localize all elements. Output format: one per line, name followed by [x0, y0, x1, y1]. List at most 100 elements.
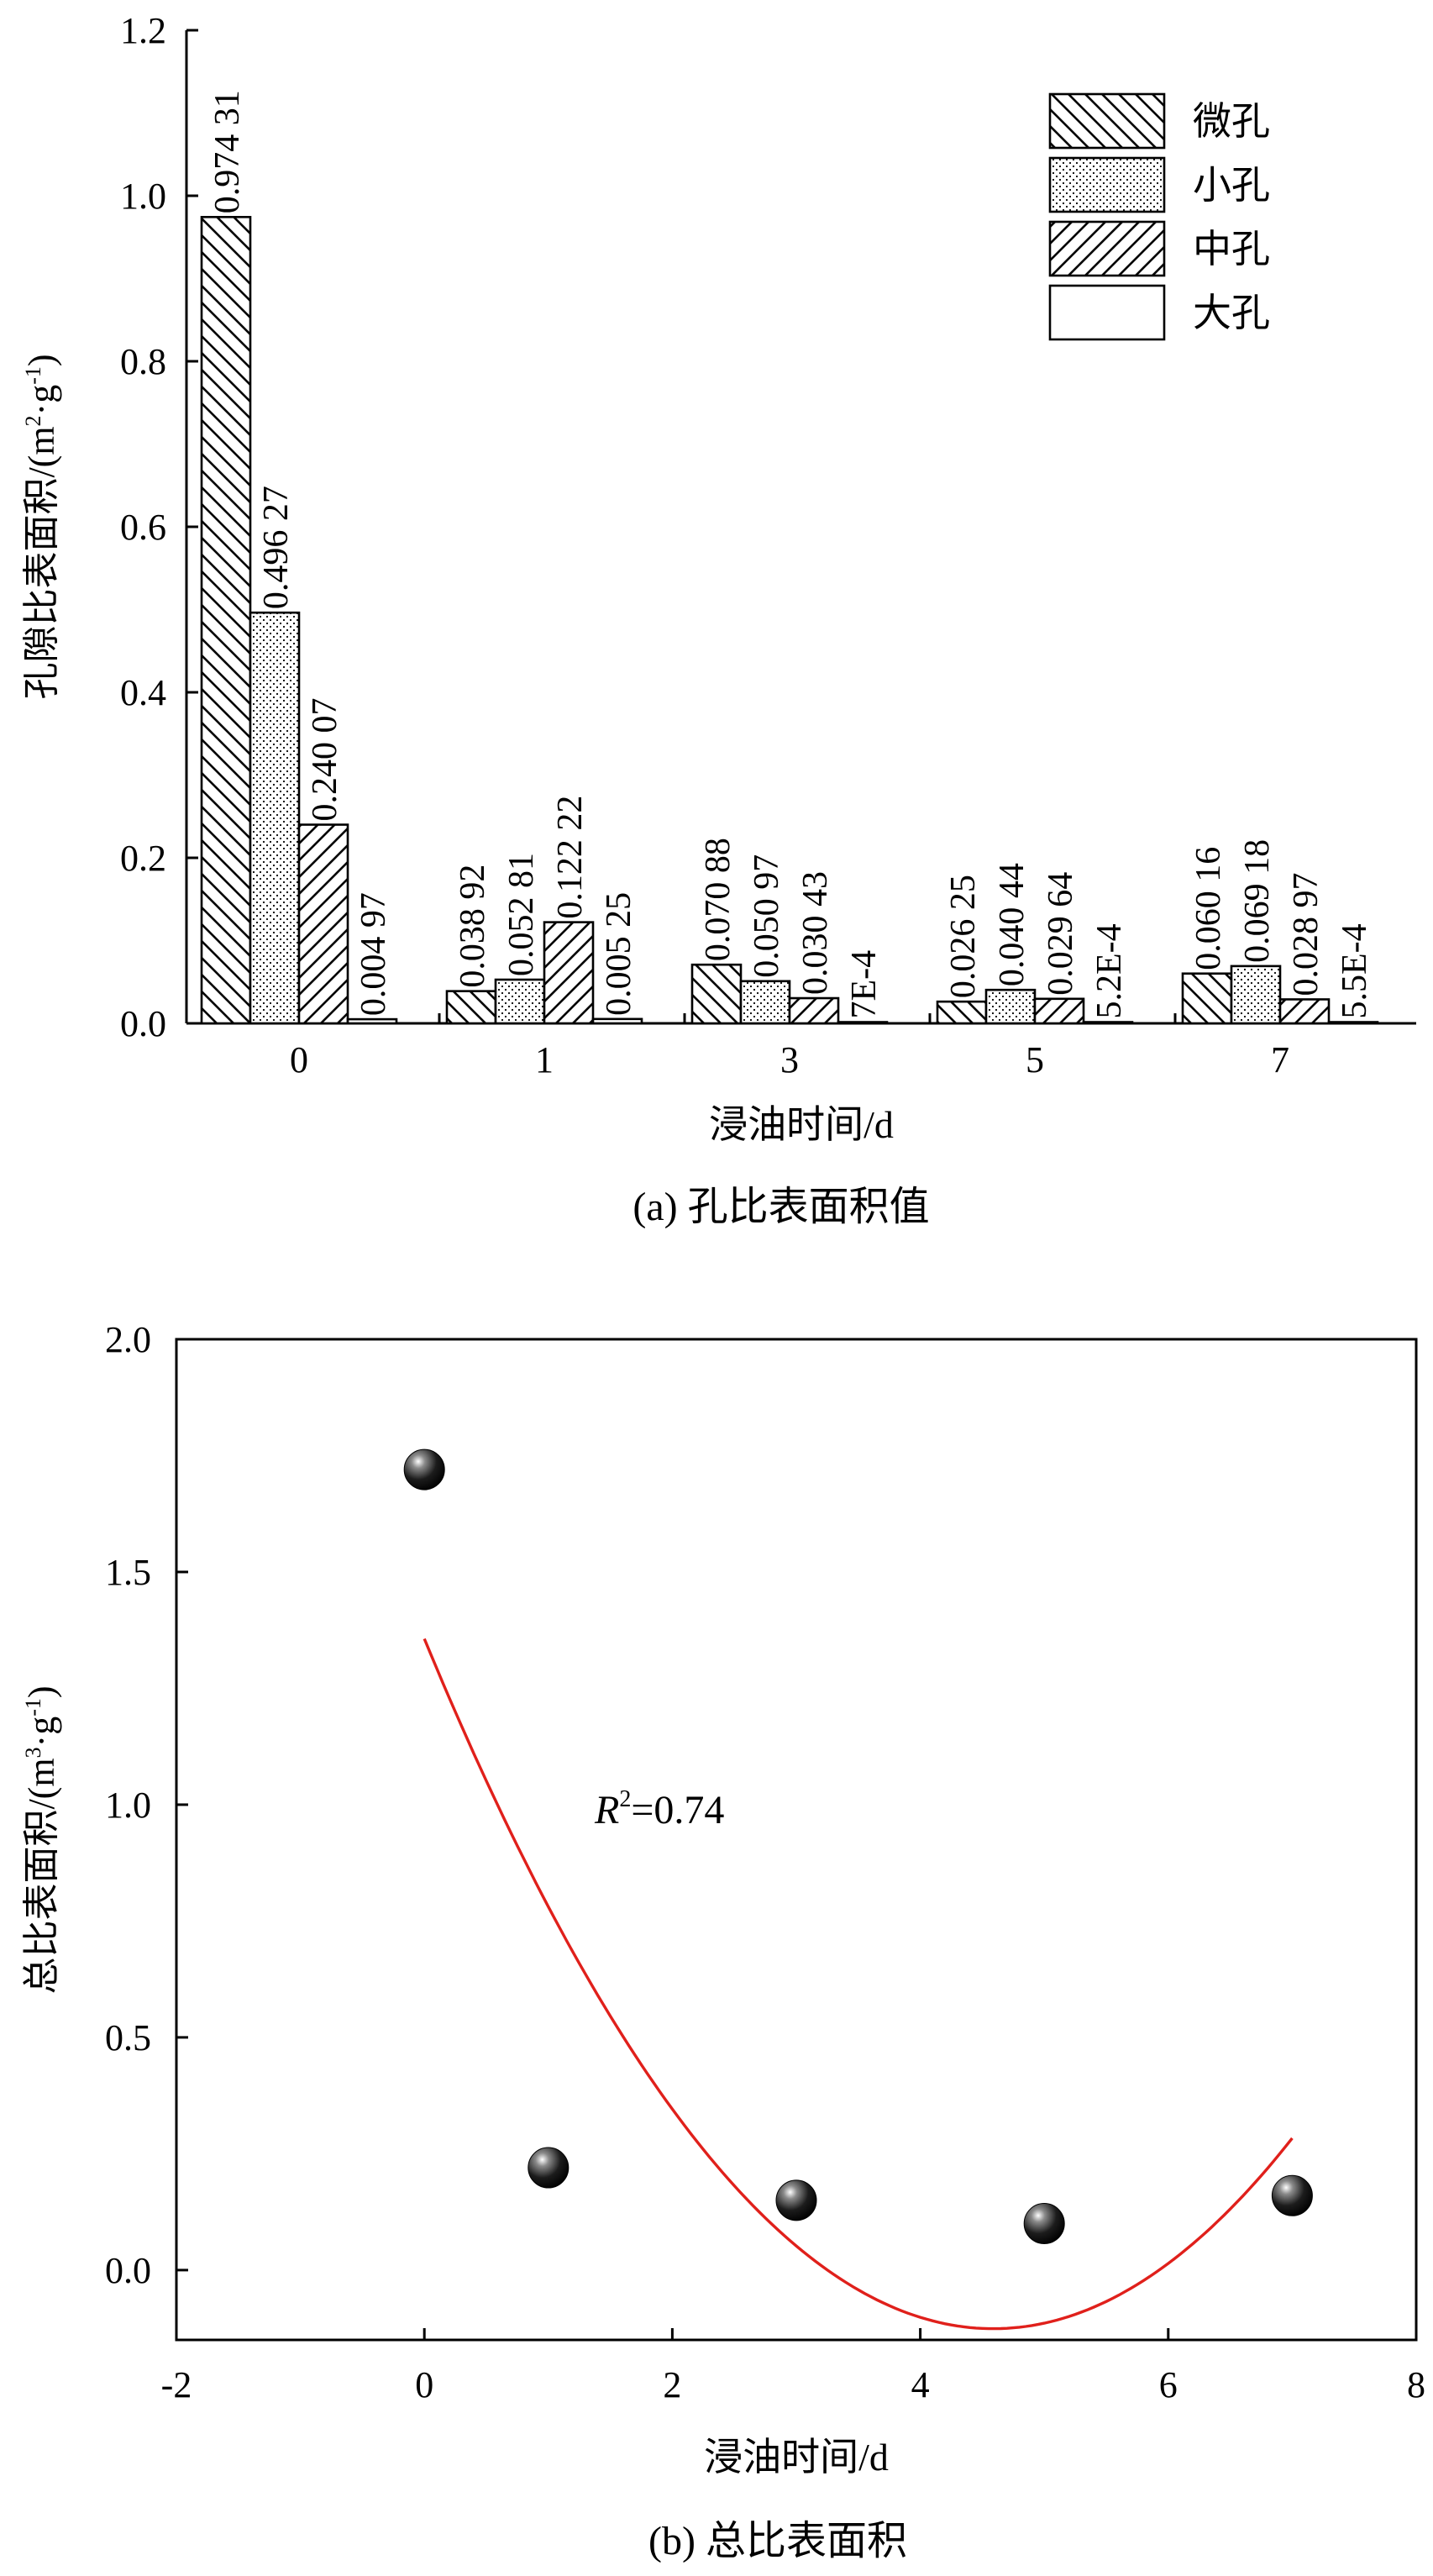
- chart-b-y-tick-label: 1.0: [105, 1785, 151, 1826]
- chart-a-bar-value-label: 0.038 92: [454, 865, 492, 988]
- chart-a-bar: [936, 1000, 988, 1025]
- chart-a-y-tick-label: 0.0: [120, 1003, 166, 1044]
- chart-a-legend-label: 微孔: [1193, 100, 1270, 143]
- chart-b-total-surface-area: 0.00.51.01.52.0 -2 0 2 4 6 8 R2=0.74 总比表面积/(m…: [21, 1319, 1425, 2563]
- chart-a-x-tick-label: 7: [1271, 1039, 1289, 1080]
- chart-a-pore-surface-area: 0.0 0.2 0.4 0.6 0.8 1.0 1.2 0 1 3 5 7 0.974 31 0.49…: [21, 10, 1416, 1229]
- chart-b-y-label-sup2: -1: [21, 1698, 45, 1716]
- chart-a-data-labels: 0.974 31 0.496 27 0.240 07 0.004 97 0.038 92…: [208, 90, 1374, 1018]
- chart-b-x-tick-label: 0: [415, 2364, 433, 2405]
- chart-b-r2-sup: 2: [619, 1786, 631, 1812]
- chart-a-y-label-main: 孔隙比表面积/(m: [21, 426, 62, 699]
- chart-b-y-tick-label: 0.5: [105, 2017, 151, 2058]
- chart-a-bar-value-label: 0.060 16: [1189, 847, 1228, 970]
- chart-b-x-tick-label: -2: [161, 2364, 192, 2405]
- chart-a-bar: [739, 980, 791, 1025]
- chart-a-bar: [1278, 998, 1331, 1025]
- chart-b-r2-value: =0.74: [631, 1788, 724, 1832]
- chart-a-y-label-sup1: 2: [21, 415, 45, 426]
- chart-a-bar-value-label: 0.026 25: [944, 875, 983, 998]
- chart-b-y-axis-label: 总比表面积/(m3·g-1): [21, 1685, 62, 1994]
- chart-b-y-label-sup1: 3: [21, 1747, 45, 1758]
- chart-a-y-tick-label: 1.2: [120, 10, 166, 51]
- chart-a-legend-label: 小孔: [1193, 164, 1270, 207]
- chart-a-bar-value-label: 0.050 97: [748, 854, 786, 978]
- chart-b-point: [775, 2179, 817, 2221]
- chart-a-bar-value-label: 5.5E-4: [1336, 923, 1374, 1018]
- chart-a-bar-value-label: 0.028 97: [1287, 872, 1325, 996]
- chart-a-y-ticks: 0.0 0.2 0.4 0.6 0.8 1.0 1.2: [120, 10, 198, 1044]
- chart-a-bar: [837, 1021, 889, 1025]
- chart-b-point: [403, 1448, 445, 1490]
- chart-a-bars: [200, 216, 1379, 1025]
- chart-a-x-tick-label: 0: [290, 1039, 308, 1080]
- chart-b-y-label-main: 总比表面积/(m: [21, 1758, 62, 1994]
- chart-b-x-tick-label: 6: [1159, 2364, 1178, 2405]
- chart-a-bar-value-label: 0.069 18: [1238, 839, 1277, 963]
- chart-a-bar-value-label: 0.496 27: [257, 486, 296, 609]
- chart-b-x-tick-label: 2: [663, 2364, 681, 2405]
- chart-a-legend-swatch: [1048, 92, 1166, 150]
- chart-b-x-ticks: -2 0 2 4 6 8: [161, 2328, 1425, 2405]
- chart-a-bar: [249, 611, 301, 1025]
- chart-b-x-tick-label: 8: [1407, 2364, 1425, 2405]
- chart-a-bar: [346, 1017, 398, 1025]
- chart-a-x-tick-label: 3: [780, 1039, 799, 1080]
- chart-a-x-axis-label: 浸油时间/d: [709, 1103, 894, 1146]
- chart-a-bar-value-label: 0.004 97: [354, 892, 393, 1016]
- chart-a-y-tick-label: 0.6: [120, 507, 166, 548]
- chart-a-bar: [788, 996, 840, 1025]
- chart-b-point: [1271, 2174, 1313, 2216]
- chart-b-points: [403, 1448, 1313, 2245]
- chart-a-x-tick-label: 5: [1026, 1039, 1044, 1080]
- chart-a-legend-swatch: [1048, 284, 1166, 341]
- chart-a-bar-value-label: 0.040 44: [993, 863, 1031, 986]
- chart-a-bar: [1327, 1021, 1379, 1025]
- chart-a-bar: [297, 823, 349, 1025]
- chart-a-y-tick-label: 1.0: [120, 176, 166, 217]
- chart-a-legend-label: 中孔: [1193, 228, 1270, 271]
- chart-a-y-axis-label: 孔隙比表面积/(m2·g-1): [21, 354, 62, 699]
- chart-b-r2-annotation: R2=0.74: [594, 1786, 724, 1832]
- chart-b-caption: (b) 总比表面积: [648, 2519, 907, 2563]
- chart-b-fit-curve: [423, 1638, 1294, 2331]
- chart-a-bar-value-label: 0.974 31: [208, 90, 247, 213]
- chart-a-bar-value-label: 0.052 81: [502, 853, 541, 976]
- chart-a-bar: [543, 921, 595, 1025]
- chart-a-bar: [1033, 997, 1085, 1025]
- chart-b-y-ticks: 0.0 0.5 1.0 1.5 2.0: [105, 1319, 188, 2291]
- chart-a-y-label-end: ): [21, 354, 62, 366]
- chart-a-bar-value-label: 7E-4: [845, 950, 884, 1019]
- chart-a-y-tick-label: 0.8: [120, 341, 166, 382]
- chart-b-r2-var: R: [594, 1788, 619, 1832]
- chart-b-point: [1023, 2203, 1065, 2245]
- chart-a-bar: [690, 963, 743, 1025]
- chart-a-legend-swatch: [1048, 156, 1166, 213]
- chart-b-y-tick-label: 2.0: [105, 1319, 151, 1360]
- chart-a-bar-value-label: 0.070 88: [699, 838, 737, 961]
- chart-a-bar-value-label: 0.029 64: [1042, 872, 1080, 996]
- chart-a-bar-value-label: 0.005 25: [600, 892, 638, 1016]
- chart-b-x-tick-label: 4: [911, 2364, 930, 2405]
- chart-a-bar-value-label: 0.030 43: [796, 871, 835, 995]
- chart-a-legend-label: 大孔: [1193, 292, 1270, 334]
- chart-a-y-label-sup2: -1: [21, 366, 45, 385]
- chart-a-bar-value-label: 5.2E-4: [1090, 923, 1129, 1018]
- chart-a-bar-value-label: 0.240 07: [306, 698, 344, 822]
- chart-a-bar: [494, 978, 546, 1025]
- chart-a-bar: [445, 990, 497, 1025]
- chart-a-bar: [1082, 1021, 1134, 1025]
- chart-a-y-tick-label: 0.2: [120, 838, 166, 879]
- chart-b-y-tick-label: 0.0: [105, 2250, 151, 2291]
- chart-a-bar-value-label: 0.122 22: [551, 796, 590, 919]
- chart-b-y-label-end: ): [21, 1685, 62, 1698]
- chart-a-bar: [1181, 972, 1233, 1025]
- chart-a-x-tick-label: 1: [535, 1039, 554, 1080]
- chart-a-legend-swatch: [1048, 220, 1166, 277]
- chart-a-y-tick-label: 0.4: [120, 672, 166, 713]
- chart-a-bar: [984, 988, 1037, 1025]
- chart-a-bar: [200, 216, 252, 1025]
- chart-a-bar: [591, 1017, 643, 1025]
